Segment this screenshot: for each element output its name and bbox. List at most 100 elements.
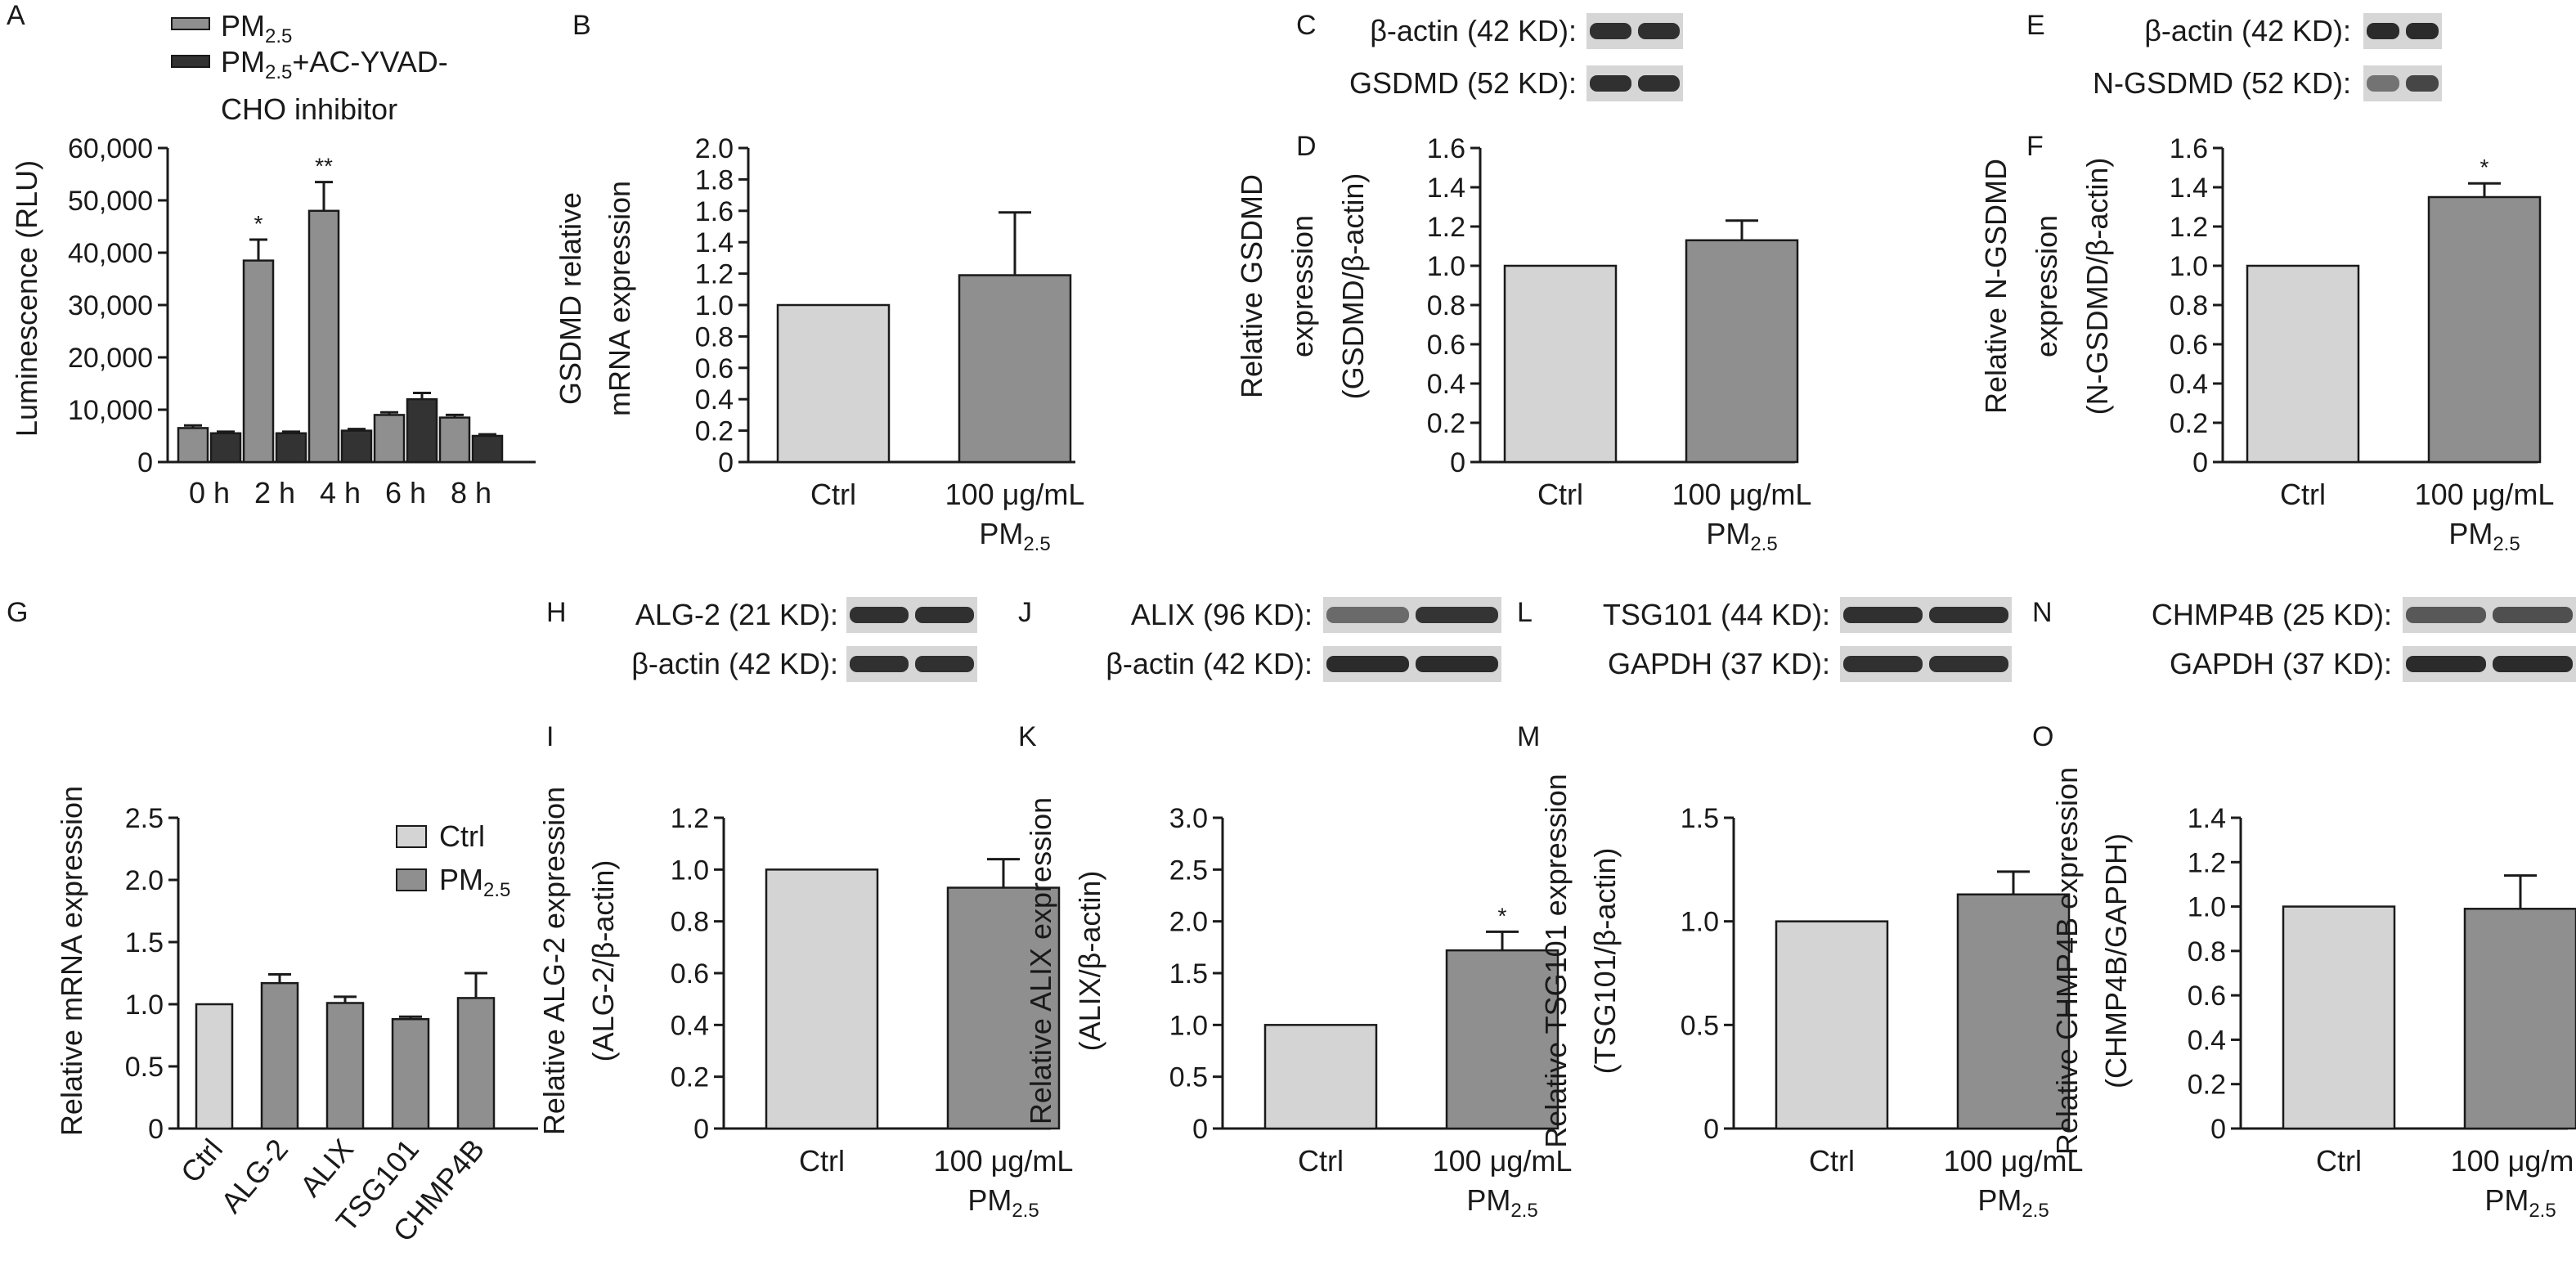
y-tick-label: 0.6 bbox=[2170, 330, 2208, 361]
blot-row-label: β-actin (42 KD): bbox=[1106, 647, 1313, 680]
bar bbox=[1685, 239, 1799, 464]
y-tick-label: 0.6 bbox=[695, 353, 734, 384]
legend-label-inhibitor-rest: +AC-YVAD- bbox=[292, 45, 447, 79]
legend-label-pm-sub: 2.5 bbox=[265, 25, 292, 47]
y-tick-label: 0.4 bbox=[695, 384, 734, 415]
y-tick-label: 1.2 bbox=[2170, 212, 2208, 243]
y-axis-title: (GSDMD/β-actin) bbox=[1336, 173, 1370, 400]
x-tick-label: Ctrl bbox=[2280, 478, 2326, 511]
y-axis-title: Luminescence (RLU) bbox=[10, 160, 43, 437]
legend-label-ctrl: Ctrl bbox=[439, 819, 485, 853]
x-tick-label-line2-main: PM bbox=[2448, 517, 2493, 550]
blot-band bbox=[915, 607, 974, 623]
blot-band bbox=[1590, 75, 1631, 92]
blot-row-label: β-actin (42 KD): bbox=[2144, 14, 2351, 47]
bar bbox=[2463, 908, 2576, 1130]
x-tick-label-line2: PM2.5 bbox=[2448, 517, 2520, 555]
y-tick-label: 0 bbox=[2210, 1114, 2226, 1145]
x-tick-label-line2-sub: 2.5 bbox=[2022, 1200, 2049, 1222]
legend-label-inhibitor-main: PM bbox=[221, 45, 265, 79]
y-tick-label: 0 bbox=[2192, 447, 2208, 478]
blot-band bbox=[1638, 23, 1680, 39]
x-tick-label-line2: PM2.5 bbox=[1466, 1183, 1537, 1222]
y-tick-label: 1.2 bbox=[2188, 847, 2226, 878]
bar bbox=[946, 886, 1061, 1130]
y-tick-label: 0.4 bbox=[671, 1010, 709, 1041]
x-tick-label-line2-sub: 2.5 bbox=[2529, 1200, 2556, 1222]
panel-letter-c: C bbox=[1296, 10, 1317, 41]
bar bbox=[1503, 264, 1618, 464]
y-axis-title: Relative mRNA expression bbox=[55, 786, 88, 1136]
y-axis-title: (ALIX/β-actin) bbox=[1073, 871, 1106, 1052]
panel-letter-n: N bbox=[2032, 597, 2053, 628]
y-tick-label: 1.2 bbox=[695, 259, 734, 290]
bar bbox=[209, 432, 242, 464]
panel-letter-b: B bbox=[572, 10, 591, 41]
x-tick-label-line2-sub: 2.5 bbox=[2493, 533, 2520, 555]
y-axis-title: Relative ALIX expression bbox=[1024, 797, 1057, 1124]
x-tick-label-line2-main: PM bbox=[967, 1183, 1012, 1217]
y-axis-title: expression bbox=[2030, 215, 2063, 357]
legend-label-inhibitor: PM2.5+AC-YVAD- bbox=[221, 45, 448, 83]
y-tick-label: 0.6 bbox=[671, 958, 709, 990]
y-tick-label: 0.2 bbox=[1427, 408, 1465, 439]
y-axis-title: Relative GSDMD bbox=[1235, 174, 1268, 398]
blot-row-label: GAPDH (37 KD): bbox=[2170, 647, 2392, 680]
x-tick-label-line2-main: PM bbox=[2484, 1183, 2529, 1217]
y-tick-label: 1.4 bbox=[1427, 173, 1465, 204]
bar bbox=[471, 434, 504, 464]
y-tick-label: 2.0 bbox=[695, 133, 734, 164]
y-tick-label: 0 bbox=[1192, 1114, 1208, 1145]
bar bbox=[1445, 949, 1560, 1130]
x-tick-label: 100 μg/mL bbox=[2415, 478, 2555, 511]
bar bbox=[958, 274, 1072, 464]
y-axis-title: Relative N-GSDMD bbox=[1979, 159, 2013, 414]
x-tick-label-line2-sub: 2.5 bbox=[1023, 533, 1050, 555]
bar bbox=[2282, 905, 2396, 1130]
blot-band bbox=[915, 656, 974, 672]
y-tick-label: 2.5 bbox=[1169, 855, 1208, 886]
y-tick-label: 0 bbox=[137, 447, 153, 478]
legend-swatch-inhibitor bbox=[171, 55, 210, 68]
legend-swatch-pm bbox=[171, 17, 210, 30]
y-tick-label: 0 bbox=[718, 447, 734, 478]
blot-row-label: CHMP4B (25 KD): bbox=[2152, 598, 2392, 631]
y-tick-label: 1.0 bbox=[1427, 251, 1465, 282]
y-tick-label: 0 bbox=[693, 1114, 709, 1145]
y-tick-label: 0.2 bbox=[2188, 1070, 2226, 1101]
y-tick-label: 0.8 bbox=[671, 907, 709, 938]
y-tick-label: 1.5 bbox=[1169, 958, 1208, 990]
y-tick-label: 1.4 bbox=[695, 227, 734, 258]
legend-label-pm: PM2.5 bbox=[439, 863, 510, 901]
blot-row-label: ALIX (96 KD): bbox=[1131, 598, 1313, 631]
x-tick-label-line2-main: PM bbox=[979, 517, 1023, 550]
y-tick-label: 1.4 bbox=[2188, 803, 2226, 834]
y-tick-label: 0.5 bbox=[1169, 1062, 1208, 1093]
blot-band bbox=[1590, 23, 1631, 39]
legend-label-pm: PM2.5 bbox=[221, 9, 292, 47]
y-axis-title: expression bbox=[1286, 215, 1319, 357]
legend-swatch-ctrl bbox=[396, 825, 427, 848]
y-tick-label: 0.8 bbox=[1427, 290, 1465, 321]
y-tick-label: 0.8 bbox=[2188, 936, 2226, 967]
y-tick-label: 0.2 bbox=[2170, 408, 2208, 439]
y-tick-label: 0.2 bbox=[671, 1062, 709, 1093]
y-tick-label: 0 bbox=[148, 1114, 164, 1145]
legend-label-pm-main: PM bbox=[221, 9, 265, 43]
x-tick-label-line2-sub: 2.5 bbox=[1750, 533, 1777, 555]
x-tick-label: 100 μg/mL bbox=[1433, 1144, 1573, 1178]
panel-letter-h: H bbox=[546, 597, 567, 628]
y-tick-label: 0.5 bbox=[125, 1052, 164, 1083]
y-tick-label: 30,000 bbox=[68, 290, 153, 321]
panel-letter-l: L bbox=[1517, 597, 1533, 628]
x-tick-label-line2-main: PM bbox=[1466, 1183, 1510, 1217]
bar bbox=[177, 427, 209, 464]
y-axis-title: (CHMP4B/GAPDH) bbox=[2099, 833, 2133, 1088]
x-tick-label: 0 h bbox=[189, 476, 230, 509]
panel-letter-o: O bbox=[2032, 721, 2053, 752]
panel-letter-a: A bbox=[7, 0, 25, 31]
x-tick-label-line2: PM2.5 bbox=[1706, 517, 1777, 555]
y-tick-label: 10,000 bbox=[68, 395, 153, 426]
y-tick-label: 0 bbox=[1450, 447, 1465, 478]
